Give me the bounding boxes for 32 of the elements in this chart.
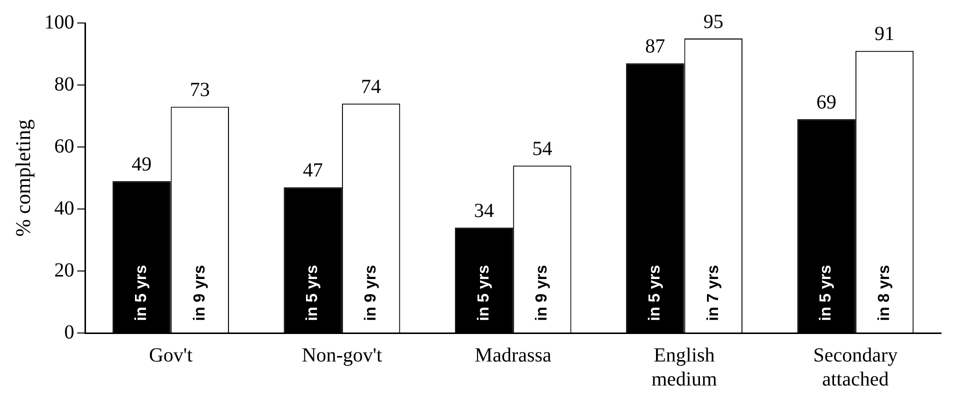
data-label: 73 [190,78,210,101]
x-tick-label: English medium [651,344,718,390]
x-tick-label: Gov't [148,344,194,366]
annotation: in 5 yrs [304,264,322,321]
x-tick-label: Non-gov't [302,344,383,366]
data-label: 47 [302,160,323,182]
data-label: 69 [816,91,836,114]
y-tick-label: 40 [54,197,74,220]
data-label: 49 [132,153,152,176]
annotation: in 5 yrs [646,264,664,321]
y-axis-title: % completing [11,118,36,237]
annotation: in 5 yrs [475,264,492,321]
data-label: 95 [703,10,724,33]
data-label: 74 [361,76,382,98]
y-tick-label: 20 [54,259,74,282]
data-label: 34 [474,200,494,222]
annotation: in 5 yrs [133,264,150,321]
y-tick-label: 60 [54,135,74,158]
x-tick-label: Secondary attached [813,344,898,390]
data-label: 54 [532,138,552,160]
annotation: in 5 yrs [818,264,835,321]
annotation: in 7 yrs [704,264,722,321]
x-tick-label: Madrassa [474,344,552,366]
annotation: in 9 yrs [191,264,208,321]
y-tick-label: 0 [64,321,74,344]
annotation: in 8 yrs [876,264,893,321]
y-tick-label: 100 [44,11,74,34]
data-label: 87 [645,36,666,58]
y-tick-label: 80 [54,73,74,96]
annotation: in 9 yrs [534,264,551,321]
data-label: 91 [874,23,895,46]
annotation: in 9 yrs [362,264,380,321]
